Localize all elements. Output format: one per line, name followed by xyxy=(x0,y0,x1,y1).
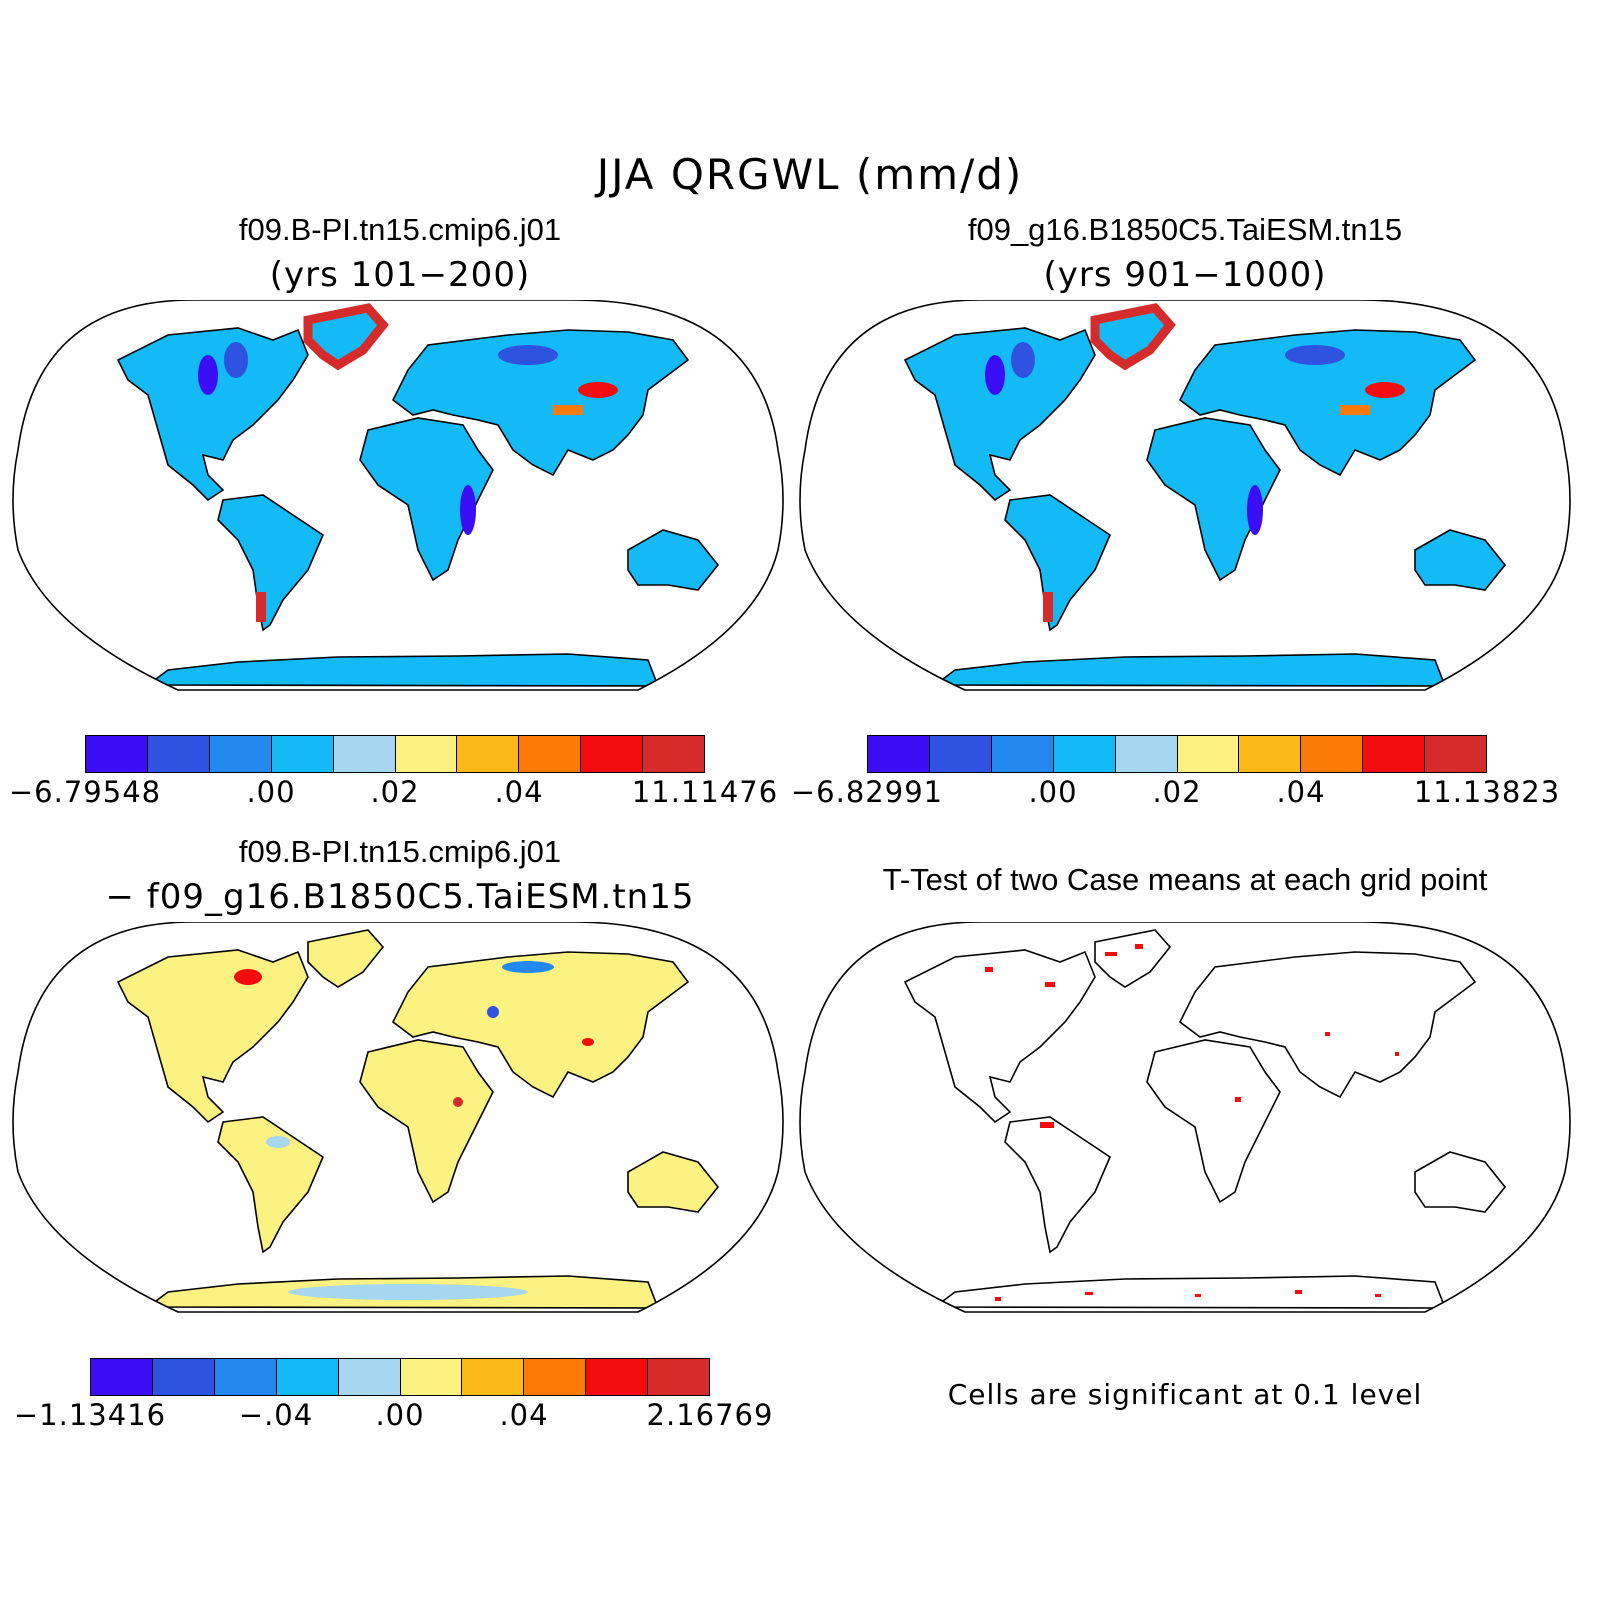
significance-note: Cells are significant at 0.1 level xyxy=(947,1378,1423,1411)
tick-label: −.04 xyxy=(238,1398,314,1432)
panel-br-title: T-Test of two Case means at each grid po… xyxy=(882,862,1488,897)
tick-label: −6.82991 xyxy=(790,775,944,809)
tick-label: .04 xyxy=(499,1398,549,1432)
map-frame xyxy=(799,922,1571,1313)
extreme-cells xyxy=(198,303,618,622)
land-outline xyxy=(904,929,1506,1309)
significant-cells xyxy=(985,944,1399,1301)
map-frame xyxy=(12,300,784,691)
tick-label: .02 xyxy=(370,775,420,809)
panel-tl-map xyxy=(8,300,790,692)
tick-label: .00 xyxy=(375,1398,425,1432)
map-frame xyxy=(799,300,1571,691)
panel-tr-subtitle: (yrs 901−1000) xyxy=(1043,255,1327,295)
tick-label: −6.79548 xyxy=(8,775,162,809)
tick-label: .02 xyxy=(1152,775,1202,809)
panel-tl-subtitle: (yrs 101−200) xyxy=(269,255,531,295)
figure-title: JJA QRGWL (mm/d) xyxy=(596,150,1024,199)
panel-tr-labelbar: −6.82991 .00 .02 .04 11.13823 xyxy=(791,735,1559,809)
panel-tl-title: f09.B-PI.tn15.cmip6.j01 xyxy=(238,212,562,247)
labelbar-cells xyxy=(90,1358,710,1396)
panel-tr-map xyxy=(795,300,1577,692)
panel-bl-title: f09.B-PI.tn15.cmip6.j01 xyxy=(238,834,562,869)
tick-label: −1.13416 xyxy=(13,1398,167,1432)
labelbar-cells xyxy=(85,735,705,773)
tick-label: 11.11476 xyxy=(631,775,779,809)
panel-bl-subtitle: − f09_g16.B1850C5.TaiESM.tn15 xyxy=(105,877,695,917)
difference-cells xyxy=(234,961,594,1300)
tick-label: .00 xyxy=(246,775,296,809)
tick-label: 11.13823 xyxy=(1413,775,1561,809)
tick-label: .04 xyxy=(494,775,544,809)
panel-tl-labelbar: −6.79548 .00 .02 .04 11.11476 xyxy=(9,735,777,809)
map-frame xyxy=(12,922,784,1313)
labelbar-cells xyxy=(867,735,1487,773)
panel-br-map xyxy=(795,922,1577,1314)
panel-tr-title: f09_g16.B1850C5.TaiESM.tn15 xyxy=(967,212,1403,247)
tick-label: 2.16769 xyxy=(646,1398,774,1432)
panel-bl-labelbar: −1.13416 −.04 .00 .04 2.16769 xyxy=(14,1358,772,1432)
panel-bl-map xyxy=(8,922,790,1314)
tick-label: .04 xyxy=(1276,775,1326,809)
tick-label: .00 xyxy=(1028,775,1078,809)
land-fill xyxy=(117,929,719,1309)
extreme-cells xyxy=(985,303,1405,622)
